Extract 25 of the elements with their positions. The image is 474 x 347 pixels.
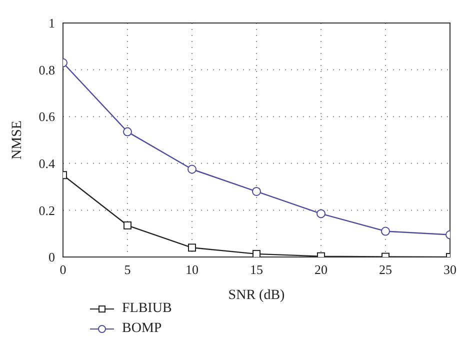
point [316, 209, 326, 218]
x-tick-label: 5 [124, 262, 131, 278]
legend-label: FLBIUB [122, 301, 172, 317]
y-tick-label: 0 [48, 250, 55, 265]
point [124, 221, 132, 230]
x-tick-label: 30 [444, 262, 456, 278]
x-tick-label: 10 [186, 262, 198, 278]
y-tick-label: 0.4 [38, 156, 56, 172]
x-tick-label: 15 [250, 262, 263, 278]
y-axis-title: NMSE [10, 120, 25, 160]
x-axis-title: SNR (dB) [228, 288, 286, 303]
y-tick-label: 0.2 [38, 202, 55, 218]
x-tick-label: 25 [379, 262, 392, 278]
y-tick-label: 1 [48, 16, 55, 31]
y-tick-label: 0.6 [38, 109, 56, 124]
point [123, 127, 132, 136]
x-tick-label: 0 [60, 262, 66, 278]
point [252, 250, 260, 257]
x-tick-label: 20 [314, 262, 328, 278]
y-tick-label: 0.8 [38, 62, 55, 78]
legend-label: BOMP [122, 321, 162, 337]
point [381, 226, 390, 236]
point [252, 186, 261, 196]
point [188, 244, 196, 252]
point [188, 164, 196, 174]
